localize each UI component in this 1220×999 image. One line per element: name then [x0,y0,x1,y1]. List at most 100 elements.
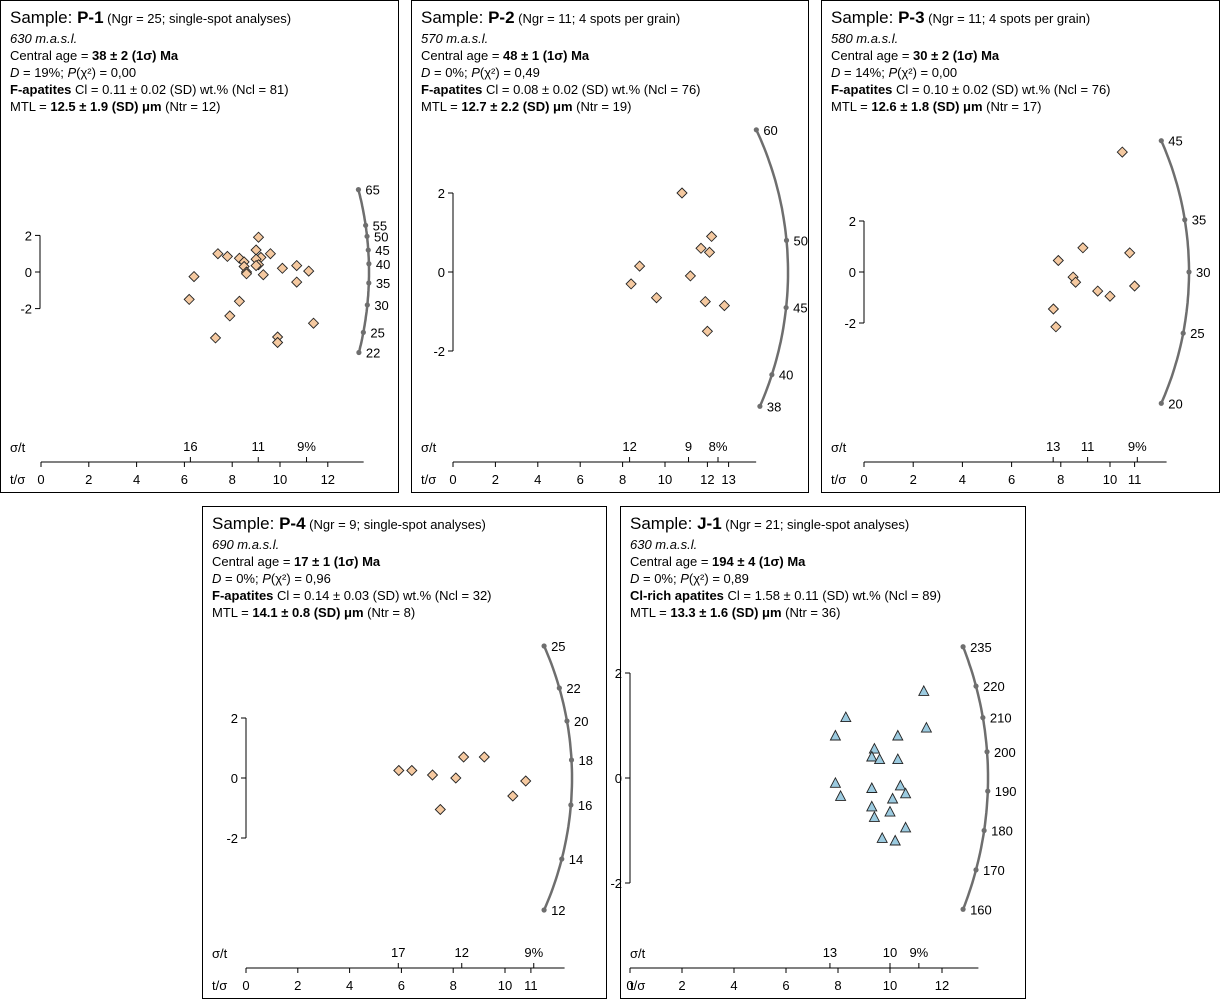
data-point [434,803,446,816]
age-tick [360,329,366,335]
data-point [918,684,930,696]
apatite-type: F-apatites [10,82,72,97]
y-tick-label: 2 [231,711,238,726]
sample-header: Sample: P-4 (Ngr = 9; single-spot analys… [212,513,492,621]
data-point [899,821,912,833]
age-tick [980,715,986,721]
sample-prefix: Sample: [630,514,698,533]
dispersion-value: = 0%; [430,65,472,80]
data-point [701,325,714,337]
track-count: (Ntr = 8) [363,605,416,620]
age-tick [364,302,370,308]
mtl-value: 12.5 ± 1.9 (SD) μm [50,99,162,114]
precision-tick-label: 10 [883,945,897,960]
age-arc [961,646,990,910]
dispersion: D = 0%; P(χ²) = 0,96 [212,570,492,587]
data-point [703,246,716,258]
x-tick-label: 0 [860,472,867,487]
precision-tick-label: 13 [823,945,837,960]
data-point [876,831,888,843]
y-tick-label: 0 [849,265,856,280]
age-tick-label: 50 [794,233,808,248]
probability-symbol: P [67,65,77,80]
chlorine-value: Cl = 0.11 ± 0.02 (SD) wt.% (Ncl = 81) [71,82,289,97]
x-tick-label: 0 [37,472,44,487]
age-tick [960,644,966,650]
age-tick-label: 45 [793,301,807,316]
x-tick-label: 10 [1103,472,1117,487]
age-arc [357,189,371,353]
data-point [264,248,277,260]
age-tick [568,757,575,763]
x-axis-label: t/σ [421,472,436,487]
sample-prefix: Sample: [212,514,280,533]
data-point [393,764,405,777]
central-age-value: 30 ± 2 (1σ) Ma [913,48,1000,63]
x-tick-label: 2 [85,472,92,487]
x-tick-label: 8 [1057,472,1064,487]
y-tick-label: 2 [438,186,445,201]
data-point [1050,321,1062,333]
y-tick-label: -2 [20,302,32,317]
data-point [834,789,847,801]
data-point [894,779,907,791]
x-axis-label: t/σ [10,472,25,487]
mtl-label: MTL = [831,99,872,114]
data-point [188,270,200,283]
age-tick-label: 22 [366,346,380,361]
mean-track-length: MTL = 12.7 ± 2.2 (SD) μm (Ntr = 19) [421,98,701,115]
age-tick-label: 235 [970,640,992,655]
age-tick [564,718,570,724]
data-point [676,187,688,199]
age-tick-label: 50 [374,229,388,244]
central-age-label: Central age = [630,554,713,569]
age-tick [1180,330,1186,336]
y-tick-label: 2 [849,214,856,229]
central-age-value: 194 ± 4 (1σ) Ma [712,554,806,569]
chi-square-symbol: (χ²) [688,571,709,586]
precision-tick-label: 9% [909,945,928,960]
age-arc [1160,140,1191,404]
x-tick-label: 4 [959,472,966,487]
precision-tick-label: 9 [685,439,692,454]
x-tick-label: 4 [346,978,353,993]
x-tick-label: 10 [658,472,672,487]
x-tick-label: 10 [273,472,287,487]
mtl-label: MTL = [630,605,671,620]
x-axis-label: t/σ [831,472,846,487]
data-point [892,729,904,741]
y-tick-label: 0 [438,265,445,280]
age-tick [1182,217,1188,223]
x-tick-label: 11 [524,978,538,993]
data-point [1124,247,1136,259]
age-tick [366,280,372,286]
sample-prefix: Sample: [831,8,899,27]
sample-header: Sample: P-2 (Ngr = 11; 4 spots per grain… [421,7,701,115]
age-tick [366,261,372,267]
age-tick-label: 40 [376,257,390,272]
x-tick-label: 6 [577,472,584,487]
probability-value: = 0,96 [290,571,331,586]
x-tick-label: 4 [133,472,140,487]
chlorine-content: F-apatites Cl = 0.10 ± 0.02 (SD) wt.% (N… [831,81,1111,98]
age-tick-label: 30 [374,298,388,313]
data-point [884,805,896,817]
probability-symbol: P [680,571,689,586]
data-point [1077,242,1089,254]
chlorine-content: Cl-rich apatites Cl = 1.58 ± 0.11 (SD) w… [630,587,941,604]
age-tick [769,372,775,378]
data-point [520,775,532,787]
dispersion-value: = 19%; [19,65,68,80]
track-count: (Ntr = 19) [572,99,632,114]
dispersion: D = 19%; P(χ²) = 0,00 [10,64,291,81]
data-point [625,278,637,290]
age-tick [559,856,565,862]
age-tick [1186,269,1192,275]
precision-tick-label: 16 [183,439,197,454]
data-point [899,787,912,799]
age-tick-label: 20 [1168,396,1182,411]
precision-tick-label: 13 [1046,439,1060,454]
data-point [1047,303,1060,315]
elevation: 630 m.a.s.l. [630,537,698,552]
